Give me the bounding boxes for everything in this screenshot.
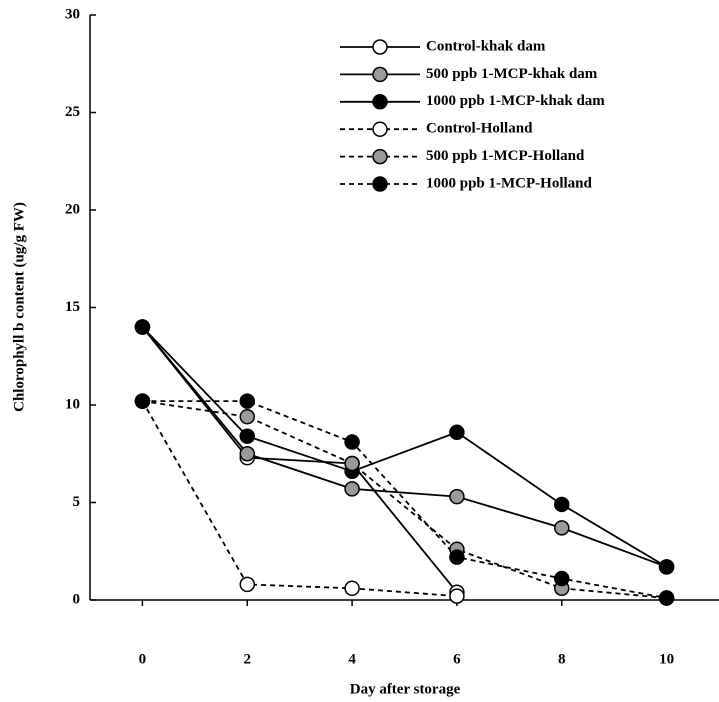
x-tick-label: 0 — [139, 651, 147, 667]
data-point — [135, 320, 149, 334]
x-tick-label: 6 — [453, 651, 461, 667]
data-point — [555, 521, 569, 535]
legend-marker — [373, 95, 387, 109]
y-tick-label: 10 — [65, 396, 80, 412]
data-point — [240, 429, 254, 443]
series-line — [142, 327, 666, 567]
legend-label: Control-Holland — [426, 121, 533, 137]
data-point — [135, 394, 149, 408]
series-line — [142, 401, 666, 598]
y-axis-title: Chlorophyll b content (ug/g FW) — [11, 202, 27, 412]
x-tick-label: 8 — [558, 651, 566, 667]
y-tick-label: 20 — [65, 201, 80, 217]
data-point — [660, 591, 674, 605]
series-line — [142, 327, 457, 592]
x-tick-label: 4 — [348, 651, 356, 667]
legend-marker — [373, 177, 387, 191]
data-point — [240, 577, 254, 591]
data-point — [240, 410, 254, 424]
data-point — [450, 550, 464, 564]
series-line — [142, 327, 666, 567]
y-tick-label: 30 — [65, 6, 80, 22]
series-line — [142, 401, 666, 598]
legend-label: 1000 ppb 1-MCP-khak dam — [426, 93, 605, 109]
x-axis-title: Day after storage — [350, 681, 461, 697]
data-point — [555, 572, 569, 586]
x-tick-label: 10 — [659, 651, 674, 667]
data-point — [555, 497, 569, 511]
legend-label: 1000 ppb 1-MCP-Holland — [426, 175, 593, 191]
y-tick-label: 0 — [73, 591, 81, 607]
legend-marker — [373, 67, 387, 81]
legend-marker — [373, 40, 387, 54]
legend-label: 500 ppb 1-MCP-Holland — [426, 148, 585, 164]
series-line — [142, 401, 457, 596]
y-tick-label: 15 — [65, 299, 80, 315]
data-point — [660, 560, 674, 574]
data-point — [240, 447, 254, 461]
legend-marker — [373, 122, 387, 136]
data-point — [345, 435, 359, 449]
y-tick-label: 25 — [65, 104, 80, 120]
legend-label: Control-khak dam — [426, 38, 546, 54]
legend-marker — [373, 150, 387, 164]
data-point — [450, 425, 464, 439]
data-point — [240, 394, 254, 408]
data-point — [450, 589, 464, 603]
data-point — [450, 490, 464, 504]
data-point — [345, 457, 359, 471]
data-point — [345, 482, 359, 496]
x-tick-label: 2 — [244, 651, 252, 667]
chart: Day after storage Chlorophyll b content … — [0, 0, 719, 702]
legend-label: 500 ppb 1-MCP-khak dam — [426, 66, 598, 82]
data-point — [345, 581, 359, 595]
y-tick-label: 5 — [73, 494, 81, 510]
